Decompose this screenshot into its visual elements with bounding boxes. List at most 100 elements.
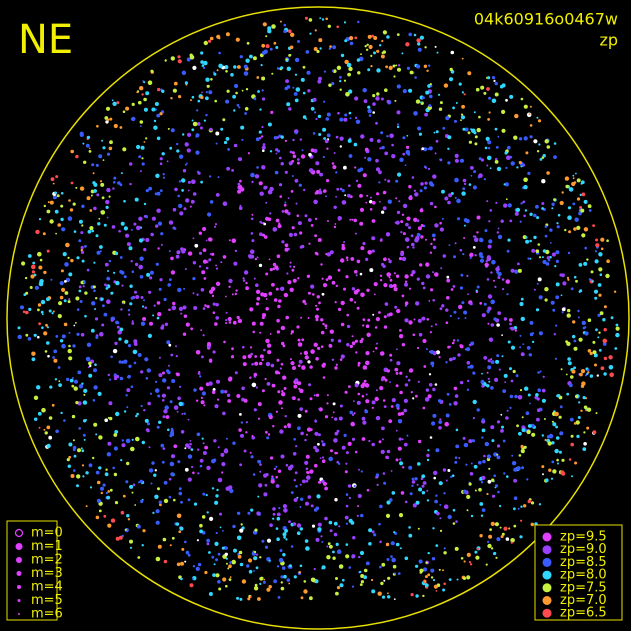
star [473,170,477,174]
star [251,434,254,437]
star [488,220,491,223]
star [245,58,250,63]
star [288,520,291,524]
star [193,388,197,392]
star [313,47,318,51]
star [445,116,450,121]
star [212,388,216,391]
star [187,251,193,256]
star [52,195,57,200]
star [129,539,133,544]
star [487,294,493,299]
star [239,528,244,533]
star [445,321,449,325]
star [267,122,272,127]
star [177,55,181,59]
star [474,235,477,238]
star [426,318,430,321]
star [305,546,310,551]
star [353,400,355,402]
star [472,417,475,420]
star [481,372,483,375]
star [329,250,334,255]
star [359,221,364,226]
star [295,87,301,92]
star [297,277,300,280]
star [297,413,302,418]
star [202,226,207,232]
star [379,351,385,356]
star [151,107,156,112]
star [484,229,488,233]
star [290,190,294,193]
star [465,347,471,352]
star [453,386,458,391]
star [106,118,110,122]
star [192,121,198,127]
star [290,545,294,548]
star [336,429,340,433]
star [360,470,363,473]
star [472,399,477,405]
star [168,477,172,481]
star [461,57,464,60]
star [297,426,301,431]
star [450,50,455,55]
star [228,578,232,581]
star [187,454,193,459]
star [380,54,385,59]
star [404,237,410,242]
star [525,236,528,239]
star [55,335,59,338]
star [103,223,107,227]
star [296,161,300,165]
star [82,400,88,405]
star [332,550,335,554]
star [308,152,312,157]
star [300,154,306,159]
star [500,413,503,416]
star [196,170,200,173]
star [95,234,99,238]
star [491,439,495,443]
magnitude-label: m=2 [31,553,63,568]
star [80,231,84,235]
star [371,589,376,594]
star [95,163,99,167]
star [228,376,233,381]
star [575,394,579,399]
star [341,243,345,247]
star [598,331,601,334]
star [348,90,353,94]
star [515,207,521,212]
star [106,452,112,457]
star [545,262,550,266]
star [551,252,557,257]
star [381,562,386,567]
star [192,237,195,240]
star [416,277,420,281]
star [306,70,311,75]
star [364,156,367,159]
star [542,375,545,378]
star [357,392,361,396]
star [300,316,303,319]
star [127,374,131,379]
star [435,350,441,355]
star [364,147,369,152]
star [315,393,320,397]
star [494,377,499,382]
star [371,530,375,534]
star [69,378,74,383]
star [321,292,325,296]
star [107,373,111,377]
star [414,192,419,197]
star [466,388,470,391]
star [493,452,498,457]
star [405,149,411,155]
star [129,484,134,489]
star [206,542,210,546]
star [280,325,286,331]
star [426,69,429,73]
star [288,232,293,237]
